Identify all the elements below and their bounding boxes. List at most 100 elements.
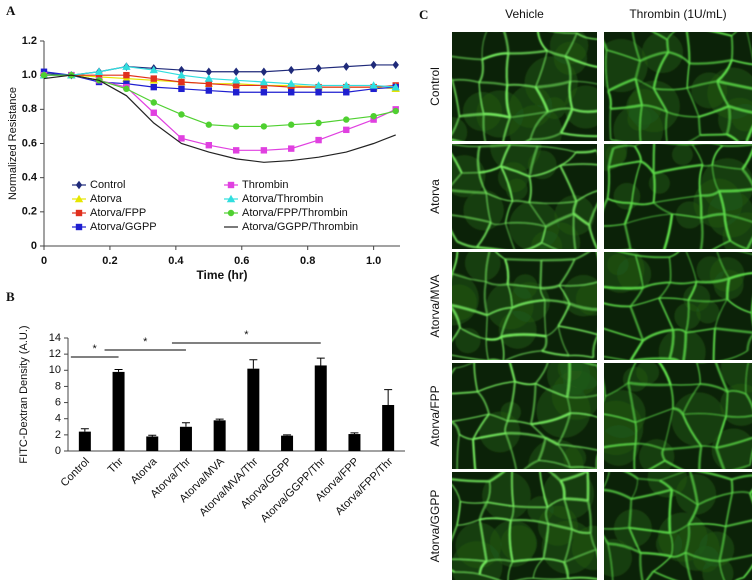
cell-border — [612, 144, 635, 150]
cell-border — [529, 111, 549, 140]
cell-glow — [636, 363, 660, 384]
cell-border — [508, 520, 514, 562]
cell-border — [563, 498, 573, 530]
cell-border — [686, 63, 691, 89]
cell-border — [452, 569, 456, 573]
cell-border — [485, 252, 491, 282]
cell-border — [653, 87, 688, 91]
column-header: Vehicle — [505, 7, 544, 21]
cell-border — [634, 422, 637, 444]
micrograph-content — [604, 32, 752, 141]
cell-border — [559, 108, 574, 134]
cell-border — [584, 363, 597, 367]
cell-border — [472, 413, 490, 440]
cell-border — [712, 328, 716, 360]
cell-glow — [455, 328, 481, 354]
micrograph — [604, 363, 752, 469]
cell-border — [452, 230, 458, 242]
cell-border — [528, 176, 532, 203]
cell-border — [479, 573, 501, 580]
cell-border — [500, 165, 514, 202]
cell-border — [452, 558, 487, 563]
cell-border — [476, 245, 503, 249]
cell-border — [507, 284, 513, 308]
row-label: Atorva/GGPP — [428, 490, 442, 563]
cell-border — [711, 164, 720, 192]
cell-border — [716, 79, 752, 90]
cell-border — [452, 273, 453, 277]
cell-border — [604, 382, 629, 397]
data-point — [314, 81, 323, 89]
y-tick-label: 0 — [31, 240, 37, 252]
cell-border — [607, 542, 642, 555]
cell-border — [539, 260, 543, 289]
cell-border — [565, 363, 571, 398]
cell-border — [604, 526, 630, 530]
cell-border — [628, 381, 671, 387]
data-point — [342, 81, 351, 89]
cell-border — [633, 145, 642, 162]
cell-border — [623, 472, 639, 480]
legend-label: Thrombin — [242, 179, 288, 191]
cell-border — [560, 163, 597, 167]
cell-border — [559, 480, 566, 499]
data-point — [369, 81, 378, 89]
cell-border — [563, 529, 573, 563]
cell-border — [568, 81, 574, 110]
cell-border — [749, 451, 752, 466]
bar — [213, 420, 226, 451]
cell-border — [444, 394, 450, 422]
cell-border — [639, 552, 644, 580]
cell-border — [682, 332, 688, 360]
micrograph — [452, 252, 597, 360]
x-tick-label: Thr — [106, 455, 126, 475]
cell-border — [544, 436, 559, 446]
micrograph-content — [604, 472, 752, 580]
cell-border — [513, 505, 548, 509]
data-point — [204, 74, 214, 82]
cell-border — [623, 223, 632, 249]
data-point — [75, 223, 83, 231]
cell-border — [718, 526, 727, 562]
cell-border — [460, 500, 488, 504]
cell-border — [670, 551, 686, 558]
cell-border — [669, 523, 689, 534]
cell-border — [537, 437, 547, 461]
cell-border — [749, 489, 752, 495]
cell-border — [666, 111, 699, 118]
cell-border — [595, 453, 597, 469]
cell-glow — [479, 411, 521, 453]
cell-border — [732, 490, 751, 495]
cell-border — [607, 90, 612, 109]
y-tick-label: 0.6 — [22, 137, 37, 149]
data-point — [260, 147, 268, 154]
cell-border — [658, 363, 672, 386]
cell-glow — [564, 85, 597, 129]
cell-border — [669, 252, 680, 258]
cell-border — [696, 277, 730, 284]
cell-border — [472, 432, 506, 441]
cell-border — [629, 287, 645, 307]
cell-border — [711, 145, 724, 166]
cell-border — [541, 242, 557, 249]
cell-border — [671, 488, 699, 506]
cell-border — [699, 217, 704, 249]
cell-border — [617, 252, 636, 256]
cell-border — [486, 192, 513, 202]
cell-border — [734, 464, 751, 469]
x-tick-label: Atorva — [128, 455, 160, 487]
cell-border — [604, 285, 644, 290]
cell-border — [545, 212, 575, 228]
cell-border — [452, 189, 487, 195]
cell-border — [604, 413, 636, 423]
bar — [112, 371, 125, 451]
cell-border — [631, 161, 642, 203]
cell-border — [570, 412, 597, 418]
cell-border — [640, 551, 672, 558]
cell-border — [634, 78, 643, 106]
cell-border — [504, 258, 510, 285]
cell-border — [504, 433, 518, 469]
micrograph-content — [444, 363, 597, 469]
cell-border — [446, 190, 449, 214]
cell-border — [606, 49, 641, 62]
